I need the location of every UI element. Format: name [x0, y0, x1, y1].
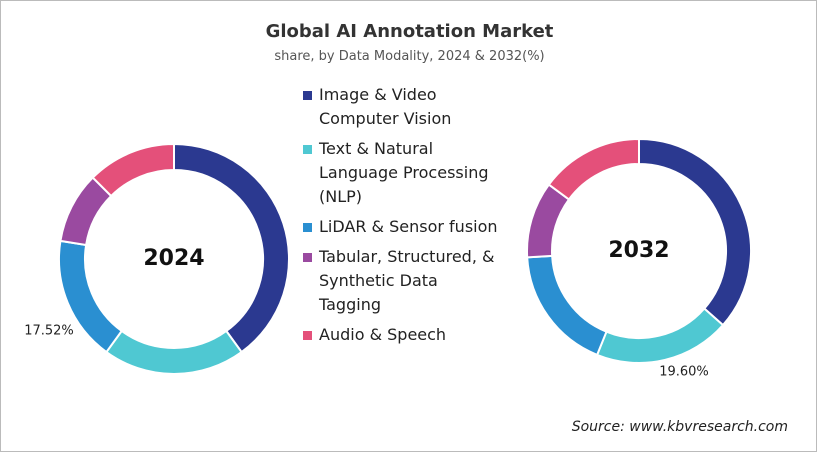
value-label: 17.52% — [24, 324, 74, 339]
legend-swatch — [303, 223, 312, 232]
value-label: 19.60% — [659, 365, 709, 380]
chart-subtitle: share, by Data Modality, 2024 & 2032(%) — [274, 49, 545, 64]
donut-segment — [595, 307, 725, 364]
legend-swatch — [303, 253, 312, 262]
legend-item: Text & Natural Language Processing (NLP) — [303, 137, 503, 209]
legend-item: Audio & Speech — [303, 323, 503, 347]
legend-swatch — [303, 145, 312, 154]
donut-segment — [105, 329, 243, 375]
legend-item: LiDAR & Sensor fusion — [303, 215, 503, 239]
source: Source: www.kbvresearch.com — [571, 419, 788, 435]
donut-segment — [526, 254, 608, 357]
legend-label: Audio & Speech — [319, 325, 447, 344]
donut-segment — [91, 142, 175, 198]
legend-swatch — [303, 331, 312, 340]
legend-label: LiDAR & Sensor fusion — [319, 217, 498, 236]
legend-item: Tabular, Structured, & Synthetic Data Ta… — [303, 245, 503, 317]
legend-swatch — [303, 91, 312, 100]
chart-title: Global AI Annotation Market — [265, 21, 554, 42]
legend-item: Image & Video Computer Vision — [303, 83, 503, 131]
center-label: 2032 — [608, 238, 669, 263]
legend-label: Image & Video Computer Vision — [319, 85, 452, 128]
donut-segment — [547, 137, 640, 201]
legend-label: Tabular, Structured, & Synthetic Data Ta… — [319, 247, 495, 314]
donut-segment — [638, 137, 752, 327]
center-label: 2024 — [143, 246, 204, 271]
legend-label: Text & Natural Language Processing (NLP) — [319, 139, 489, 206]
legend: Image & Video Computer Vision Text & Natu… — [303, 83, 503, 353]
